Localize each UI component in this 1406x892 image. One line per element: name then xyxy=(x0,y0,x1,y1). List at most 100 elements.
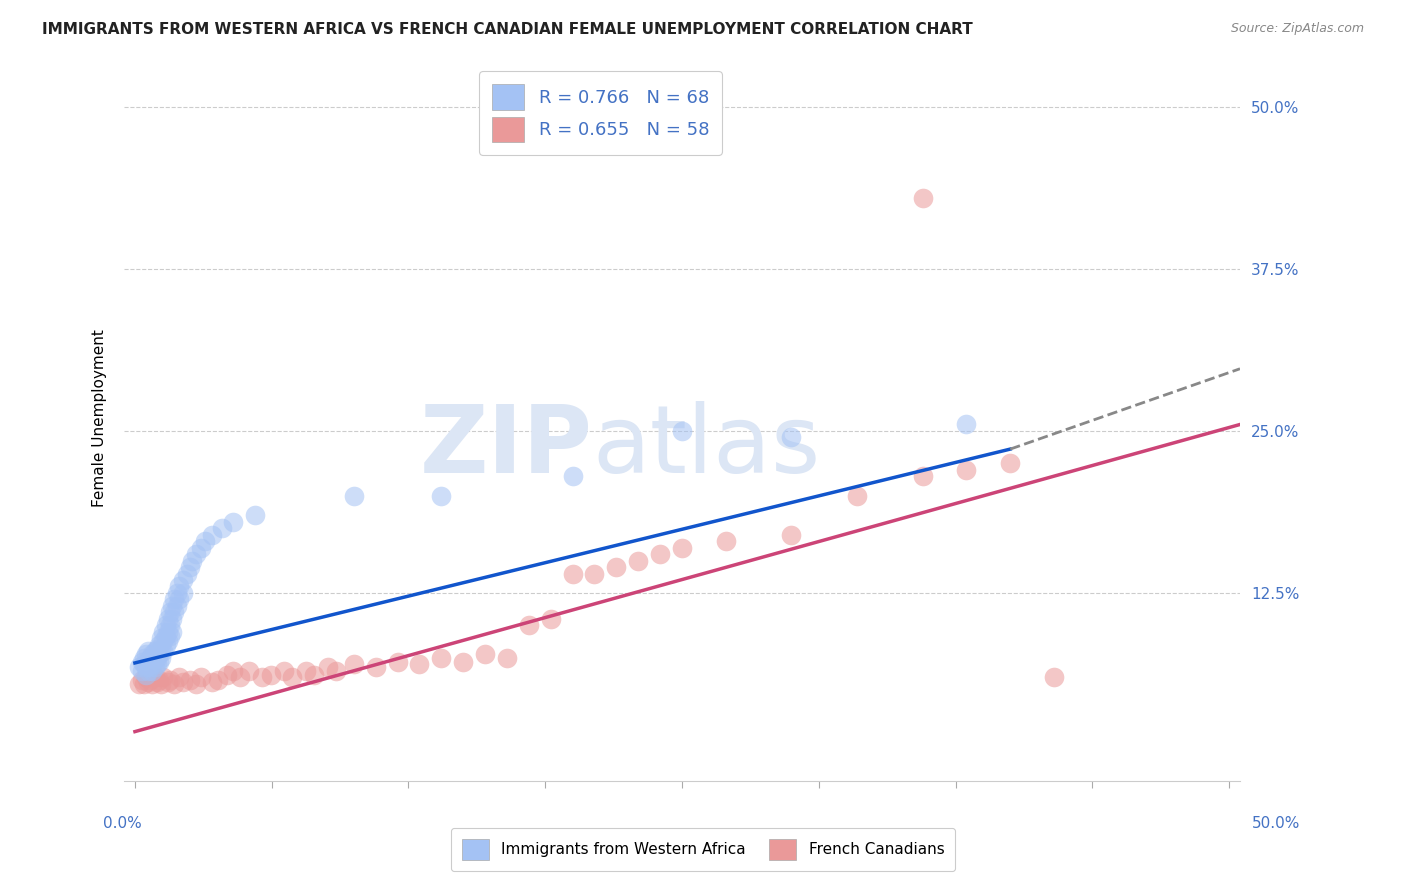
Point xyxy=(474,647,496,661)
Point xyxy=(451,655,474,669)
Point xyxy=(166,586,188,600)
Point xyxy=(281,670,304,684)
Point xyxy=(160,599,183,613)
Point xyxy=(136,675,159,690)
Point xyxy=(139,660,162,674)
Point xyxy=(180,553,202,567)
Point xyxy=(143,650,166,665)
Point xyxy=(132,676,155,690)
Point xyxy=(143,670,166,684)
Point xyxy=(128,660,150,674)
Point xyxy=(496,650,519,665)
Text: IMMIGRANTS FROM WESTERN AFRICA VS FRENCH CANADIAN FEMALE UNEMPLOYMENT CORRELATIO: IMMIGRANTS FROM WESTERN AFRICA VS FRENCH… xyxy=(42,22,973,37)
Point xyxy=(343,489,366,503)
Point xyxy=(131,664,153,678)
Point xyxy=(150,650,173,665)
Point xyxy=(172,586,194,600)
Point xyxy=(159,629,181,643)
Point xyxy=(911,469,934,483)
Point xyxy=(172,675,194,690)
Point xyxy=(911,191,934,205)
Point xyxy=(159,673,181,687)
Point xyxy=(156,675,179,690)
Point xyxy=(955,463,977,477)
Text: 0.0%: 0.0% xyxy=(103,816,142,831)
Point xyxy=(156,612,179,626)
Point xyxy=(156,633,179,648)
Point xyxy=(408,657,430,672)
Point xyxy=(846,489,869,503)
Point xyxy=(304,667,326,681)
Point xyxy=(200,527,222,541)
Point xyxy=(648,547,671,561)
Point xyxy=(141,647,163,661)
Point xyxy=(146,650,169,665)
Point xyxy=(186,547,208,561)
Point xyxy=(135,647,157,661)
Legend: R = 0.766   N = 68, R = 0.655   N = 58: R = 0.766 N = 68, R = 0.655 N = 58 xyxy=(479,71,721,155)
Point xyxy=(343,657,366,672)
Point xyxy=(132,657,155,672)
Point xyxy=(714,534,737,549)
Point xyxy=(671,424,693,438)
Point xyxy=(245,508,267,523)
Point xyxy=(325,664,347,678)
Point xyxy=(155,629,177,643)
Point xyxy=(159,618,181,632)
Point xyxy=(152,624,174,639)
Point xyxy=(136,664,159,678)
Point xyxy=(273,664,295,678)
Point xyxy=(222,515,245,529)
Point xyxy=(155,618,177,632)
Text: atlas: atlas xyxy=(593,401,821,493)
Point xyxy=(146,675,169,690)
Point xyxy=(190,541,212,555)
Point xyxy=(155,638,177,652)
Legend: Immigrants from Western Africa, French Canadians: Immigrants from Western Africa, French C… xyxy=(451,828,955,871)
Point xyxy=(364,660,387,674)
Point xyxy=(136,644,159,658)
Point xyxy=(152,644,174,658)
Point xyxy=(627,553,650,567)
Point xyxy=(150,641,173,656)
Point xyxy=(156,624,179,639)
Point xyxy=(190,670,212,684)
Point xyxy=(131,673,153,687)
Point xyxy=(163,676,186,690)
Point xyxy=(186,676,208,690)
Point xyxy=(780,527,803,541)
Point xyxy=(135,670,157,684)
Point xyxy=(131,655,153,669)
Point xyxy=(159,606,181,620)
Point xyxy=(135,660,157,674)
Point xyxy=(172,573,194,587)
Point xyxy=(128,676,150,690)
Point xyxy=(229,670,252,684)
Point xyxy=(179,673,201,687)
Point xyxy=(1043,670,1066,684)
Point xyxy=(316,660,339,674)
Point xyxy=(148,638,170,652)
Point xyxy=(167,670,190,684)
Point xyxy=(163,606,186,620)
Point xyxy=(238,664,260,678)
Point xyxy=(143,644,166,658)
Point xyxy=(163,592,186,607)
Point xyxy=(583,566,606,581)
Point xyxy=(160,624,183,639)
Point xyxy=(211,521,233,535)
Point xyxy=(561,566,583,581)
Point xyxy=(179,560,201,574)
Point xyxy=(167,592,190,607)
Point xyxy=(139,657,162,672)
Point xyxy=(294,664,316,678)
Point xyxy=(540,612,562,626)
Point xyxy=(141,655,163,669)
Point xyxy=(146,641,169,656)
Point xyxy=(780,430,803,444)
Point xyxy=(148,673,170,687)
Point xyxy=(132,650,155,665)
Point xyxy=(605,560,627,574)
Point xyxy=(141,664,163,678)
Point xyxy=(430,489,453,503)
